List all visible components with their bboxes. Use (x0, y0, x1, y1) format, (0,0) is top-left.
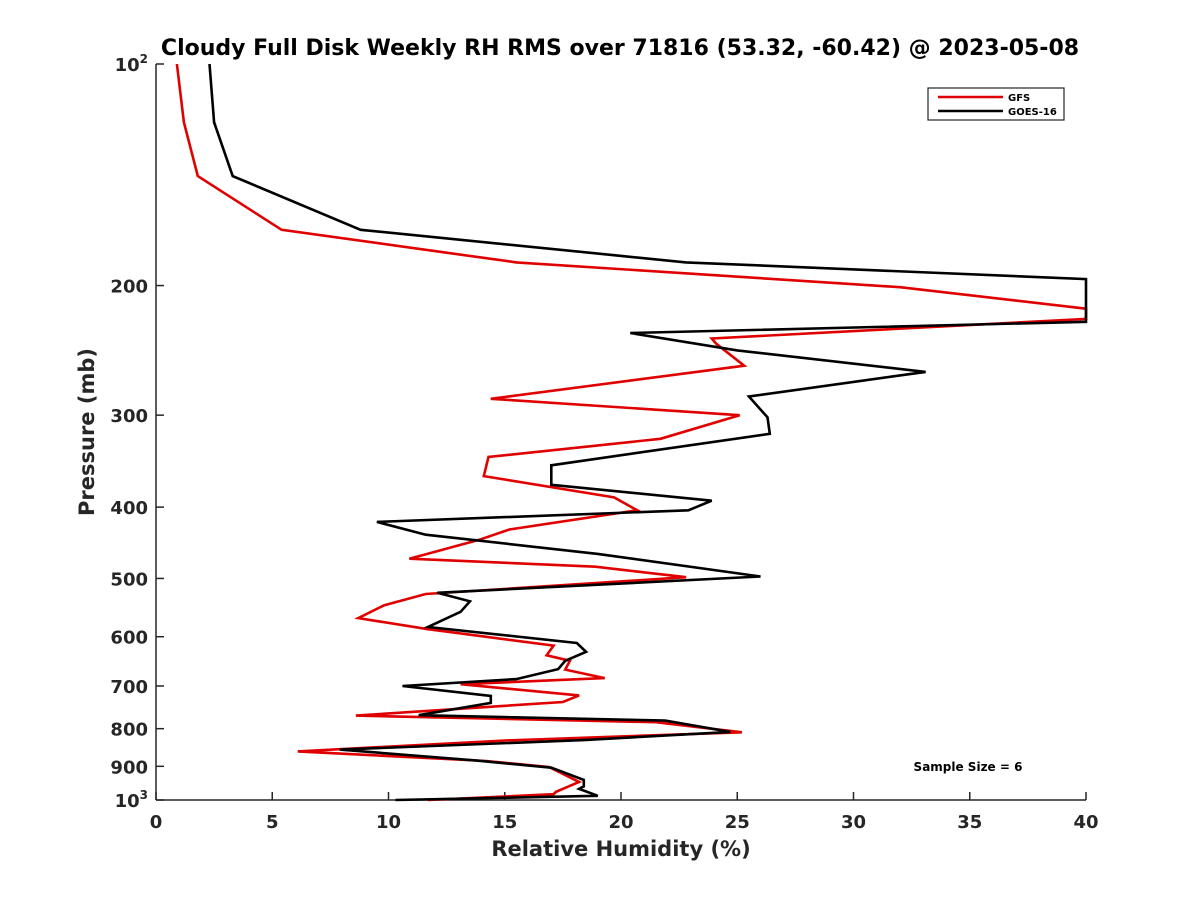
x-tick-label: 25 (725, 812, 750, 833)
y-axis-label: Pressure (mb) (75, 348, 99, 516)
series-line-goes-16 (208, 63, 1088, 802)
x-tick-label: 5 (266, 812, 279, 833)
legend-label-gfs: GFS (1008, 93, 1030, 104)
y-tick-label: 103 (115, 788, 148, 812)
sample-size-annotation: Sample Size = 6 (914, 760, 1023, 774)
x-tick-label: 15 (492, 812, 517, 833)
y-tick-label: 800 (110, 720, 148, 741)
series-layer (175, 63, 1088, 802)
y-tick-label: 900 (110, 757, 148, 778)
y-tick-label: 400 (110, 498, 148, 519)
series-line-gfs (175, 63, 1088, 802)
legend-box (927, 87, 1065, 121)
y-tick-label: 300 (110, 406, 148, 427)
plot-area (155, 64, 1086, 801)
y-tick-label: 102 (115, 52, 148, 76)
y-tick-label: 200 (110, 277, 148, 298)
x-tick-label: 30 (841, 812, 866, 833)
y-ticks: 102 200 300 400 500 600 700 800 900 103 (110, 52, 164, 812)
x-ticks: 0 5 10 15 20 25 30 35 40 (150, 792, 1099, 833)
y-tick-label: 500 (110, 569, 148, 590)
x-axis-label: Relative Humidity (%) (491, 837, 750, 861)
y-tick-label: 700 (110, 677, 148, 698)
x-tick-label: 10 (376, 812, 401, 833)
x-tick-label: 35 (957, 812, 982, 833)
x-tick-label: 0 (150, 812, 163, 833)
x-tick-label: 20 (608, 812, 633, 833)
legend-label-goes16: GOES-16 (1008, 107, 1057, 118)
chart-title: Cloudy Full Disk Weekly RH RMS over 7181… (161, 36, 1079, 61)
x-tick-label: 40 (1073, 812, 1098, 833)
legend: GFS GOES-16 (927, 87, 1065, 121)
y-tick-label: 600 (110, 628, 148, 649)
